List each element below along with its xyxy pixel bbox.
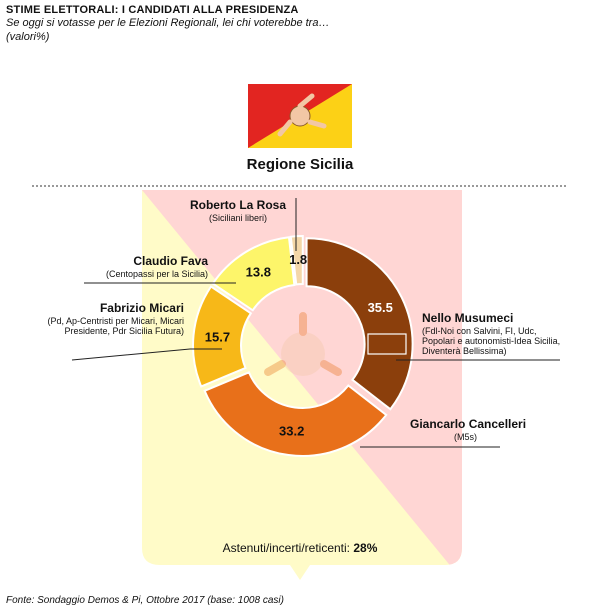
candidate-name: Fabrizio Micari: [99, 301, 184, 315]
donut-chart: 35.5 33.2 15.7 13.8 1.8: [192, 235, 414, 457]
candidate-party: (M5s): [454, 431, 477, 442]
candidate-party: (Centopassi per la Sicilia): [105, 268, 208, 279]
label-fava: Claudio Fava (Centopassi per la Sicilia): [80, 254, 208, 279]
label-micari: Fabrizio Micari (Pd, Ap-Centristi per Mi…: [36, 301, 184, 337]
candidate-name: Claudio Fava: [133, 254, 208, 268]
source-note: Fonte: Sondaggio Demos & Pi, Ottobre 201…: [6, 595, 284, 606]
data-label-4: 13.8: [246, 265, 271, 280]
abstention-label: Astenuti/incerti/reticenti:: [222, 541, 350, 555]
candidate-name: Giancarlo Cancelleri: [410, 417, 527, 431]
trinacria-icon: [264, 312, 342, 376]
label-cancelleri: Giancarlo Cancelleri (M5s): [410, 417, 570, 442]
abstention-value: 28%: [353, 541, 378, 555]
region-title: Regione Sicilia: [246, 156, 354, 173]
data-label-1: 35.5: [368, 300, 393, 315]
abstention-note: Astenuti/incerti/reticenti: 28%: [0, 541, 600, 555]
candidate-name: Roberto La Rosa: [189, 198, 286, 212]
sicily-flag-icon: [248, 84, 352, 148]
donut-slice-2: [203, 371, 388, 457]
data-label-2: 33.2: [279, 423, 304, 438]
chart-subtitle: Se oggi si votasse per le Elezioni Regio…: [6, 17, 330, 29]
donut-slice-4: [211, 236, 296, 312]
candidate-name: Nello Musumeci: [422, 311, 514, 325]
unit-note: (valori%): [6, 31, 50, 43]
candidate-party: (Fdl-Noi con Salvini, FI, Udc, Popolari …: [422, 325, 561, 357]
donut-slice-1: [305, 237, 414, 411]
chart-title: STIME ELETTORALI: I CANDIDATI ALLA PRESI…: [6, 4, 299, 16]
donut-slice-3: [192, 285, 253, 388]
value-box: [367, 333, 407, 355]
data-label-5: 1.8: [289, 252, 307, 267]
label-larosa: Roberto La Rosa (Siciliani liberi): [186, 198, 290, 223]
label-musumeci: Nello Musumeci (Fdl-Noi con Salvini, FI,…: [422, 311, 572, 357]
candidate-party: (Siciliani liberi): [208, 212, 267, 223]
candidate-party: (Pd, Ap-Centristi per Micari, Micari Pre…: [47, 315, 184, 337]
donut-slice-5: [289, 235, 304, 286]
data-label-3: 15.7: [205, 330, 230, 345]
leader-lines: [71, 198, 560, 448]
